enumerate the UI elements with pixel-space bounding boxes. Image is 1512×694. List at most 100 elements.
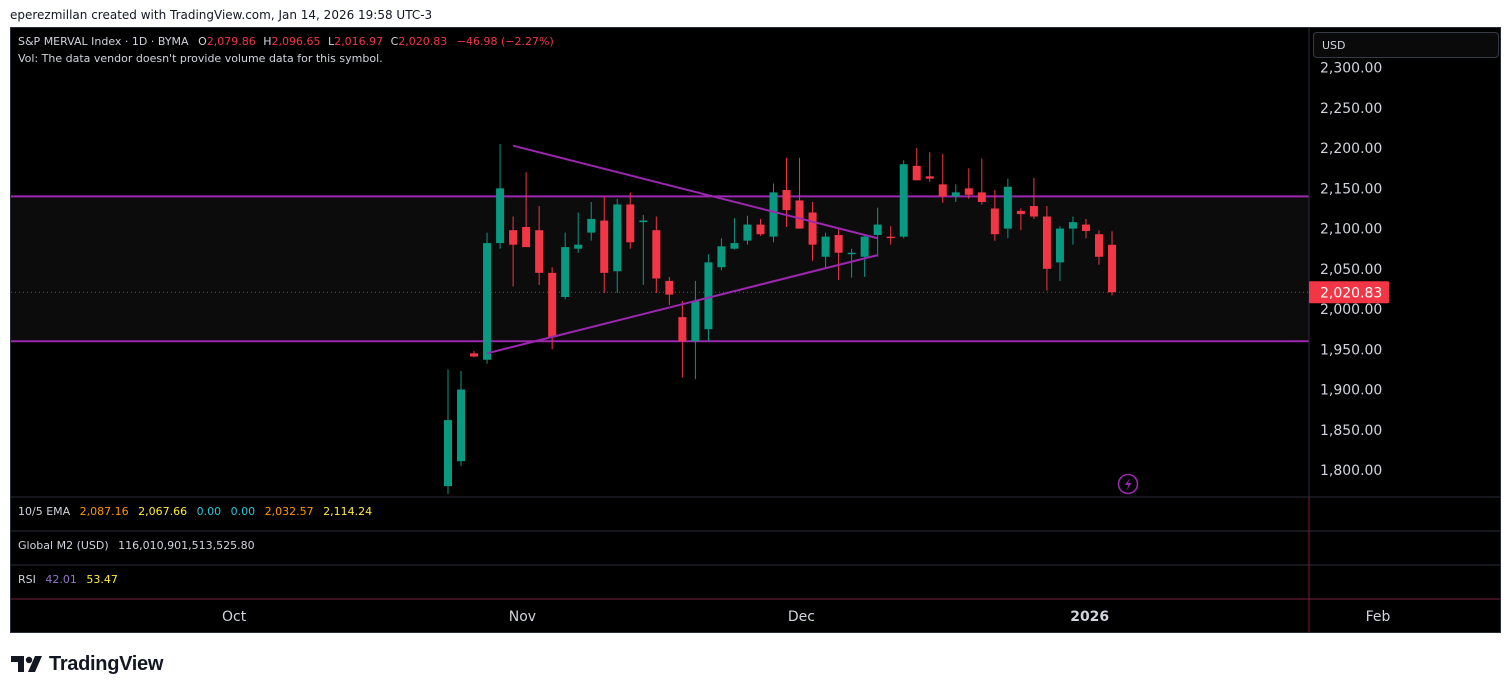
ema-value-5: 2,032.57 — [264, 505, 314, 518]
candle-body — [730, 243, 739, 249]
candle-body — [626, 204, 635, 243]
ema-value-6: 2,114.24 — [323, 505, 373, 518]
candle-body — [665, 280, 674, 295]
tradingview-logo-icon — [11, 656, 42, 672]
y-tick-label: 1,800.00 — [1320, 463, 1382, 479]
candle-body — [496, 188, 505, 244]
candle-body — [613, 204, 622, 272]
candle-body — [964, 188, 973, 195]
candle — [834, 228, 843, 281]
candle — [977, 158, 986, 205]
candle-body — [1029, 206, 1038, 217]
y-tick-label: 1,900.00 — [1320, 383, 1382, 399]
candle — [756, 218, 765, 236]
candle — [483, 232, 492, 364]
y-tick-label: 1,850.00 — [1320, 423, 1382, 439]
tradingview-logo[interactable]: TradingView — [11, 652, 163, 676]
attribution-text: eperezmillan created with TradingView.co… — [10, 8, 433, 22]
candle-body — [1081, 224, 1090, 232]
candle — [938, 153, 947, 203]
candle-body — [925, 176, 934, 179]
candle-body — [1016, 210, 1025, 215]
y-tick-label: 2,000.00 — [1320, 302, 1382, 318]
candles-layer — [444, 144, 1117, 495]
y-tick-label: 2,250.00 — [1320, 101, 1382, 117]
lightning-icon-ring — [1117, 473, 1139, 495]
candle — [522, 172, 531, 248]
candle-body — [717, 246, 726, 268]
candle — [873, 207, 882, 257]
candle-body — [600, 220, 609, 273]
candle — [691, 280, 700, 380]
candle — [470, 350, 479, 358]
candle — [990, 189, 999, 241]
ema-value-2: 2,067.66 — [138, 505, 188, 518]
candle — [912, 148, 921, 181]
candle — [548, 267, 557, 350]
candle — [1068, 216, 1077, 245]
candle-body — [509, 230, 518, 245]
candle-body — [860, 236, 869, 257]
levels-layer — [11, 195, 1309, 343]
candle — [1016, 208, 1025, 231]
candle — [678, 301, 687, 378]
m2-name: Global M2 (USD) — [18, 539, 109, 552]
candle — [1042, 206, 1051, 291]
rsi-legend[interactable]: RSI 42.01 53.47 — [18, 573, 118, 586]
candle — [1108, 231, 1117, 296]
candle-body — [561, 247, 570, 297]
ema-legend[interactable]: 10/5 EMA 2,087.16 2,067.66 0.00 0.00 2,0… — [18, 505, 372, 518]
candle-body — [535, 230, 544, 273]
y-tick-label: 2,300.00 — [1320, 61, 1382, 77]
y-tick-label: 2,150.00 — [1320, 181, 1382, 197]
candle — [444, 369, 452, 495]
open-label: O — [198, 35, 207, 48]
candle-body — [938, 184, 947, 197]
x-tick-label: Dec — [788, 609, 815, 625]
ema-name: 10/5 EMA — [18, 505, 71, 518]
symbol-legend: S&P MERVAL Index · 1D · BYMA O2,079.86 H… — [18, 35, 554, 48]
candle — [808, 202, 817, 261]
open-value: 2,079.86 — [206, 35, 256, 48]
candle-body — [899, 164, 908, 237]
candle-body — [574, 244, 583, 249]
m2-legend[interactable]: Global M2 (USD) 116,010,901,513,525.80 — [18, 539, 255, 552]
candle — [847, 248, 856, 278]
candle-body — [457, 389, 466, 462]
candle-body — [548, 272, 557, 338]
high-label: H — [263, 35, 272, 48]
candle — [496, 144, 505, 249]
candle-body — [873, 224, 882, 236]
y-tick-label: 2,050.00 — [1320, 262, 1382, 278]
candle-body — [912, 165, 921, 181]
x-tick-label: Oct — [222, 609, 247, 625]
trendlines-layer — [486, 144, 1139, 495]
y-tick-label: 2,100.00 — [1320, 222, 1382, 238]
candle-body — [444, 420, 452, 487]
ema-value-3: 0.00 — [196, 505, 222, 518]
candle-body — [678, 317, 687, 342]
candle-body — [652, 230, 661, 279]
candle-body — [522, 226, 531, 248]
candle-body — [951, 192, 960, 197]
candle-body — [1003, 186, 1012, 229]
candle — [457, 371, 466, 466]
candle-body — [795, 200, 804, 229]
ema-value-4: 0.00 — [230, 505, 256, 518]
candle-body — [977, 192, 986, 203]
currency-button[interactable]: USD — [1313, 32, 1499, 58]
triangle-line-2 — [486, 254, 878, 355]
candle-body — [1108, 244, 1117, 293]
candle — [899, 160, 908, 239]
y-tick-label: 2,200.00 — [1320, 141, 1382, 157]
candle — [535, 206, 544, 285]
candle — [1055, 226, 1064, 281]
candle — [925, 152, 934, 182]
chart-frame[interactable]: 1,800.00 1,850.00 1,900.00 1,950.00 2,000.00… — [10, 27, 1501, 633]
logo-text: TradingView — [49, 652, 164, 675]
chart-svg[interactable]: 1,800.00 1,850.00 1,900.00 1,950.00 2,000.00… — [11, 28, 1501, 633]
ema-value-1: 2,087.16 — [79, 505, 129, 518]
candle — [717, 238, 726, 271]
candle — [665, 276, 674, 306]
candle-body — [691, 301, 700, 342]
